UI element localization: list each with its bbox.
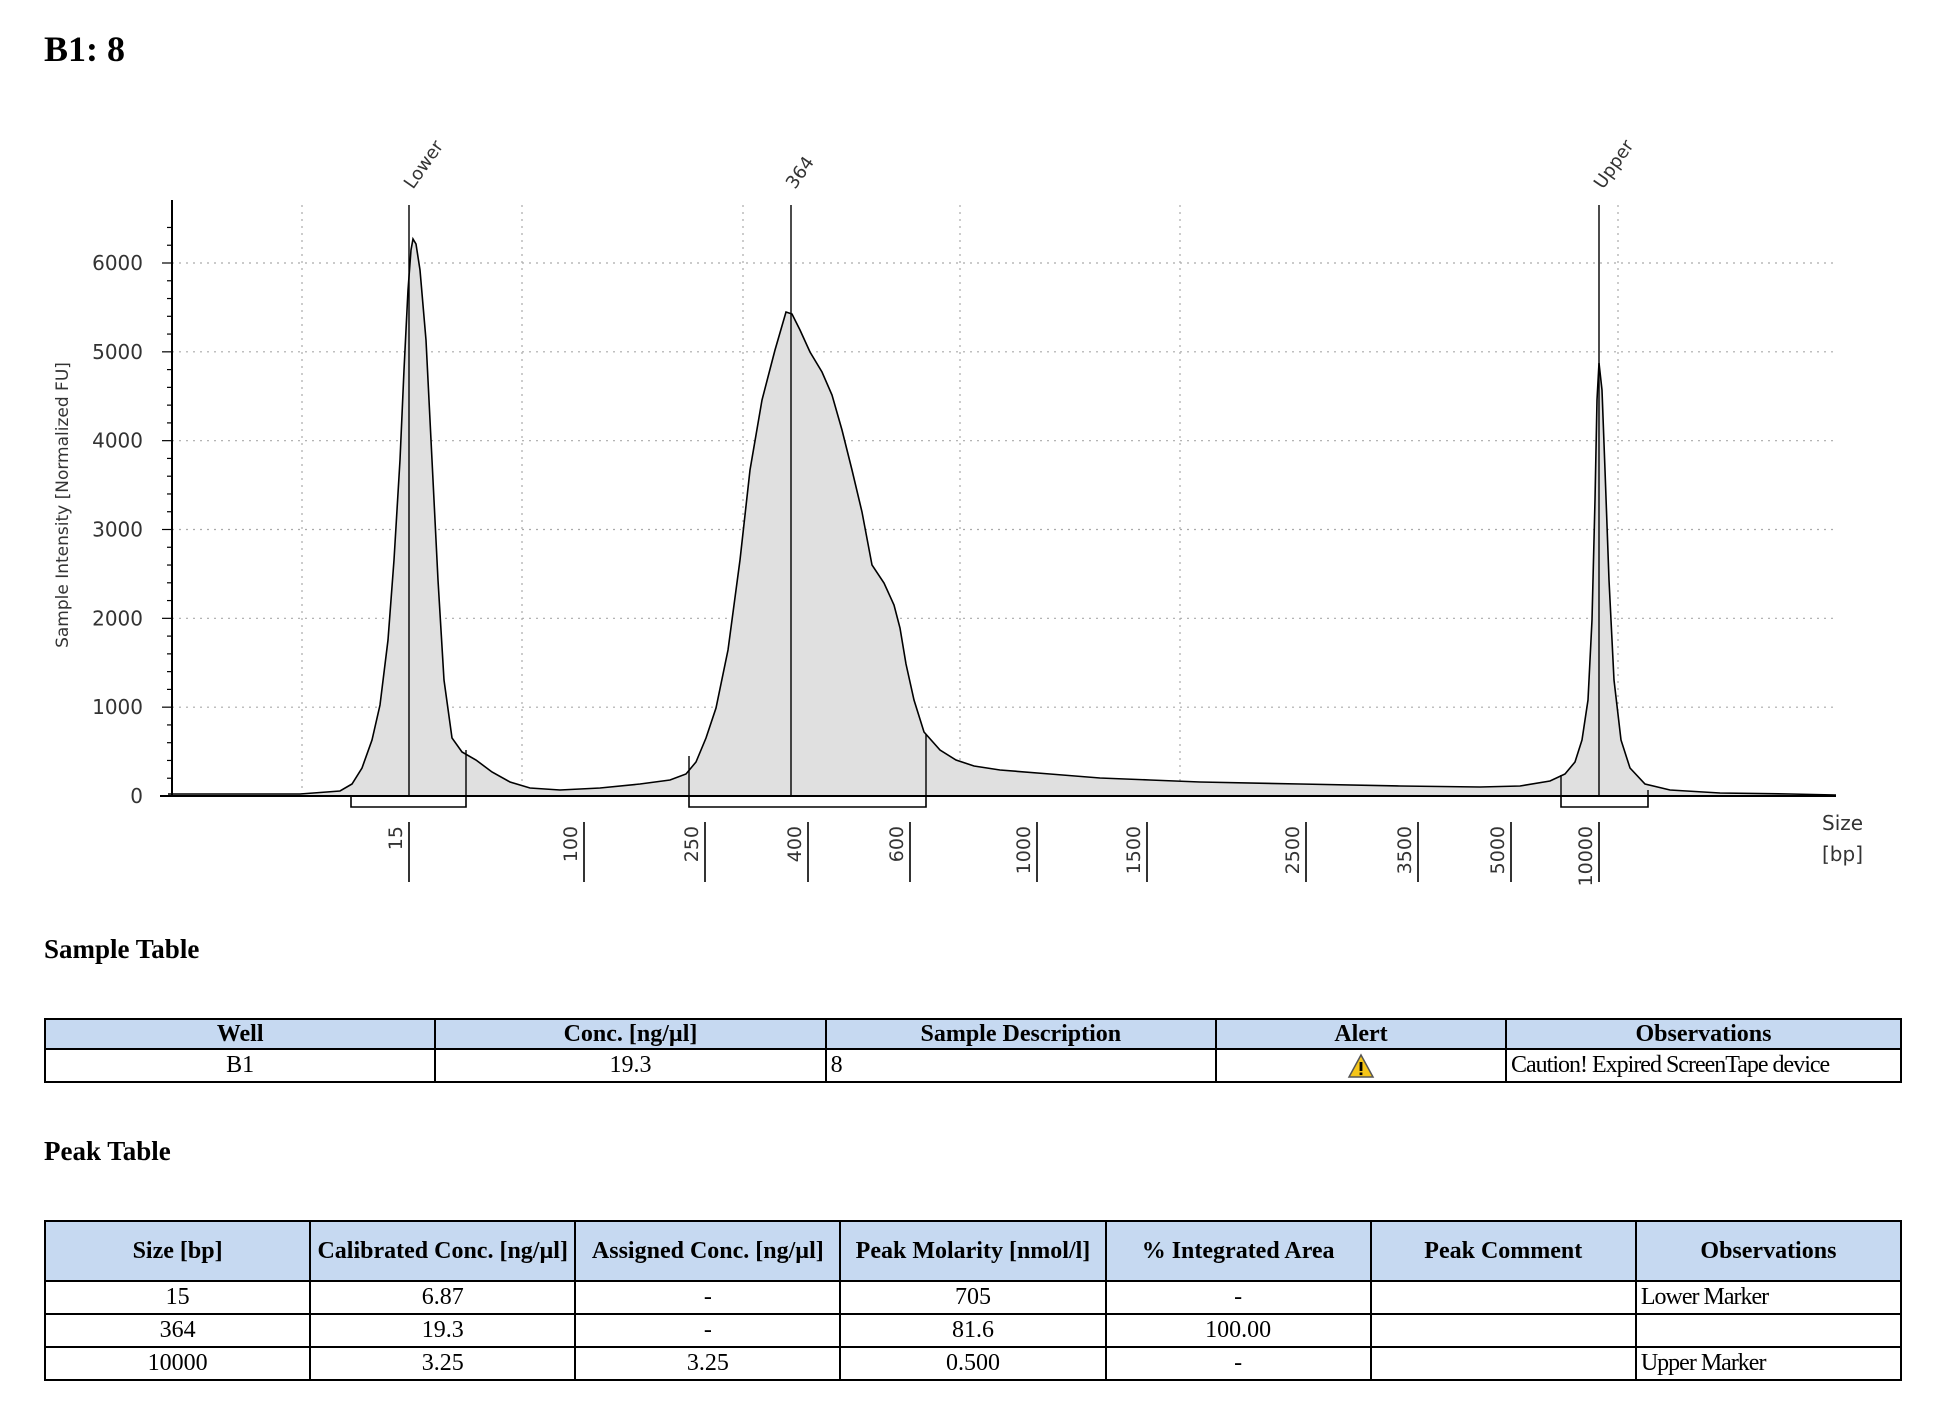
chart-grid <box>172 205 1836 796</box>
peak-markers: Lower 364 Upper <box>350 136 1649 808</box>
x-tick-label: 100 <box>560 826 582 862</box>
cell-size: 10000 <box>43 1346 312 1381</box>
column-header-well: Well <box>43 1018 437 1050</box>
cell-size: 364 <box>43 1313 312 1348</box>
y-tick-label: 0 <box>130 784 143 808</box>
sample-table-heading: Sample Table <box>44 934 200 964</box>
column-header-conc: Conc. [ng/µl] <box>434 1018 827 1050</box>
peak-table-heading: Peak Table <box>44 1136 171 1166</box>
table-row: 364 19.3 - 81.6 100.00 <box>43 1313 1903 1348</box>
x-tick-label: 250 <box>681 826 703 862</box>
x-axis-label-line1: Size <box>1822 811 1863 835</box>
column-header-peak-comment: Peak Comment <box>1369 1220 1637 1282</box>
cell-integrated-area: - <box>1104 1280 1372 1315</box>
cell-size: 15 <box>43 1280 312 1315</box>
page-title: B1: 8 <box>44 29 125 69</box>
peak-label-364: 364 <box>782 153 819 193</box>
cell-observations: Caution! Expired ScreenTape device <box>1505 1048 1902 1083</box>
cell-observations <box>1634 1313 1903 1348</box>
peak-label-upper: Upper <box>1590 136 1639 193</box>
y-axis-ticks: 0 1000 2000 3000 4000 5000 6000 <box>92 226 172 808</box>
column-header-observations: Observations <box>1634 1220 1903 1282</box>
peak-table-header-row: Size [bp] Calibrated Conc. [ng/µl] Assig… <box>43 1220 1903 1282</box>
cell-assigned-conc: - <box>574 1280 842 1315</box>
cell-conc: 19.3 <box>434 1048 827 1083</box>
cell-calibrated-conc: 3.25 <box>309 1346 577 1381</box>
chart-axes <box>160 200 1836 797</box>
x-tick-label: 1500 <box>1123 826 1145 874</box>
x-axis-label: Size [bp] <box>1822 811 1869 866</box>
x-tick-label: 2500 <box>1282 826 1304 874</box>
cell-peak-molarity: 705 <box>839 1280 1107 1315</box>
column-header-assigned-conc: Assigned Conc. [ng/µl] <box>574 1220 842 1282</box>
table-row: B1 19.3 8 Caution! Expired ScreenTape de… <box>43 1048 1902 1083</box>
cell-assigned-conc: 3.25 <box>574 1346 842 1381</box>
y-tick-label: 2000 <box>92 606 143 630</box>
column-header-description: Sample Description <box>824 1018 1218 1050</box>
y-tick-label: 1000 <box>92 695 143 719</box>
column-header-observations: Observations <box>1505 1018 1902 1050</box>
cell-peak-molarity: 81.6 <box>839 1313 1107 1348</box>
y-tick-label: 3000 <box>92 518 143 542</box>
sample-table: Well Conc. [ng/µl] Sample Description Al… <box>43 1018 1902 1083</box>
column-header-alert: Alert <box>1215 1018 1507 1050</box>
column-header-integrated-area: % Integrated Area <box>1104 1220 1372 1282</box>
trace-line <box>168 236 1837 796</box>
cell-calibrated-conc: 19.3 <box>309 1313 577 1348</box>
x-axis-label-line2: [bp] <box>1822 842 1863 866</box>
integration-region <box>688 796 927 808</box>
sample-table-header-row: Well Conc. [ng/µl] Sample Description Al… <box>43 1018 1902 1050</box>
peak-table: Size [bp] Calibrated Conc. [ng/µl] Assig… <box>43 1220 1903 1381</box>
cell-description: 8 <box>824 1048 1218 1083</box>
column-header-calibrated-conc: Calibrated Conc. [ng/µl] <box>309 1220 577 1282</box>
peak-label-lower: Lower <box>400 136 448 193</box>
x-tick-label: 600 <box>886 826 908 862</box>
table-row: 15 6.87 - 705 - Lower Marker <box>43 1280 1903 1315</box>
column-header-size: Size [bp] <box>43 1220 312 1282</box>
integration-region <box>350 796 467 808</box>
y-tick-label: 6000 <box>92 251 143 275</box>
table-row: 10000 3.25 3.25 0.500 - Upper Marker <box>43 1346 1903 1381</box>
cell-alert <box>1215 1048 1507 1083</box>
cell-calibrated-conc: 6.87 <box>309 1280 577 1315</box>
x-axis-ticks: 15 100 250 400 600 1000 1500 2500 3500 5000 10000 <box>385 822 1600 886</box>
cell-peak-comment <box>1369 1313 1637 1348</box>
x-tick-label: 1000 <box>1013 826 1035 874</box>
cell-assigned-conc: - <box>574 1313 842 1348</box>
y-axis-label: Sample Intensity [Normalized FU] <box>53 362 73 648</box>
integration-region <box>1560 796 1649 808</box>
cell-peak-molarity: 0.500 <box>839 1346 1107 1381</box>
x-tick-label: 400 <box>784 826 806 862</box>
y-tick-label: 4000 <box>92 429 143 453</box>
electropherogram-chart: Lower 364 Upper 0100020003000400050006000 … <box>53 136 1869 887</box>
cell-observations: Lower Marker <box>1634 1280 1903 1315</box>
x-tick-label: 15 <box>385 826 407 850</box>
cell-observations: Upper Marker <box>1634 1346 1903 1381</box>
cell-peak-comment <box>1369 1280 1637 1315</box>
x-tick-label: 5000 <box>1487 826 1509 874</box>
x-tick-label: 3500 <box>1394 826 1416 874</box>
y-tick-label: 5000 <box>92 340 143 364</box>
warning-triangle-icon <box>1347 1053 1375 1079</box>
cell-peak-comment <box>1369 1346 1637 1381</box>
cell-well: B1 <box>43 1048 437 1083</box>
column-header-peak-molarity: Peak Molarity [nmol/l] <box>839 1220 1107 1282</box>
cell-integrated-area: 100.00 <box>1104 1313 1372 1348</box>
x-tick-label: 10000 <box>1575 826 1597 886</box>
cell-integrated-area: - <box>1104 1346 1372 1381</box>
